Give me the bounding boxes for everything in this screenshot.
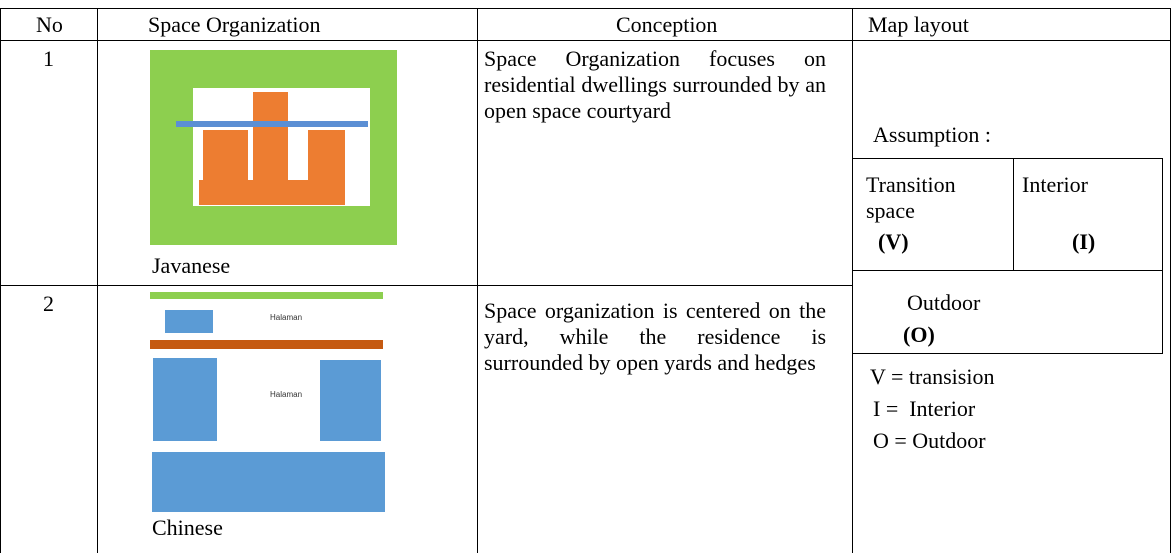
- zone-code: (O): [903, 322, 935, 347]
- rule: [477, 8, 478, 553]
- row-number: 1: [43, 46, 54, 71]
- rule: [0, 8, 1, 553]
- legend-line: I = Interior: [873, 396, 976, 421]
- zone-label: Outdoor: [907, 290, 981, 315]
- javanese-diagram: [150, 50, 397, 245]
- zone-code: (V): [878, 229, 909, 254]
- image-caption: Chinese: [152, 515, 223, 540]
- rule: [1162, 158, 1163, 354]
- rule: [0, 40, 1171, 41]
- image-label: Halaman: [270, 313, 303, 322]
- header-cell: Map layout: [868, 12, 969, 37]
- conception: Space organization is centered on the ya…: [484, 298, 826, 375]
- rule: [852, 270, 1163, 271]
- legend-line: V = transision: [870, 364, 995, 389]
- rule: [852, 8, 853, 553]
- header-cell: Conception: [616, 12, 718, 37]
- rule: [0, 285, 852, 286]
- header-cell: Space Organization: [148, 12, 321, 37]
- rule: [0, 8, 1171, 9]
- image-caption: Javanese: [152, 253, 231, 278]
- rule: [852, 353, 1163, 354]
- rule: [97, 8, 98, 553]
- legend-line: O = Outdoor: [873, 428, 986, 453]
- chinese-diagram: [150, 292, 385, 512]
- rule: [852, 158, 1163, 159]
- zone-label: Interior: [1022, 172, 1088, 197]
- row-number: 2: [43, 291, 54, 316]
- rule: [1013, 158, 1014, 270]
- conception: Space Organization focuses on residentia…: [484, 46, 826, 123]
- header-cell: No: [36, 12, 63, 37]
- zone-code: (I): [1072, 229, 1096, 254]
- zone-label: Transition space: [866, 172, 956, 223]
- map-title: Assumption :: [873, 122, 991, 147]
- image-label: Halaman: [270, 390, 303, 399]
